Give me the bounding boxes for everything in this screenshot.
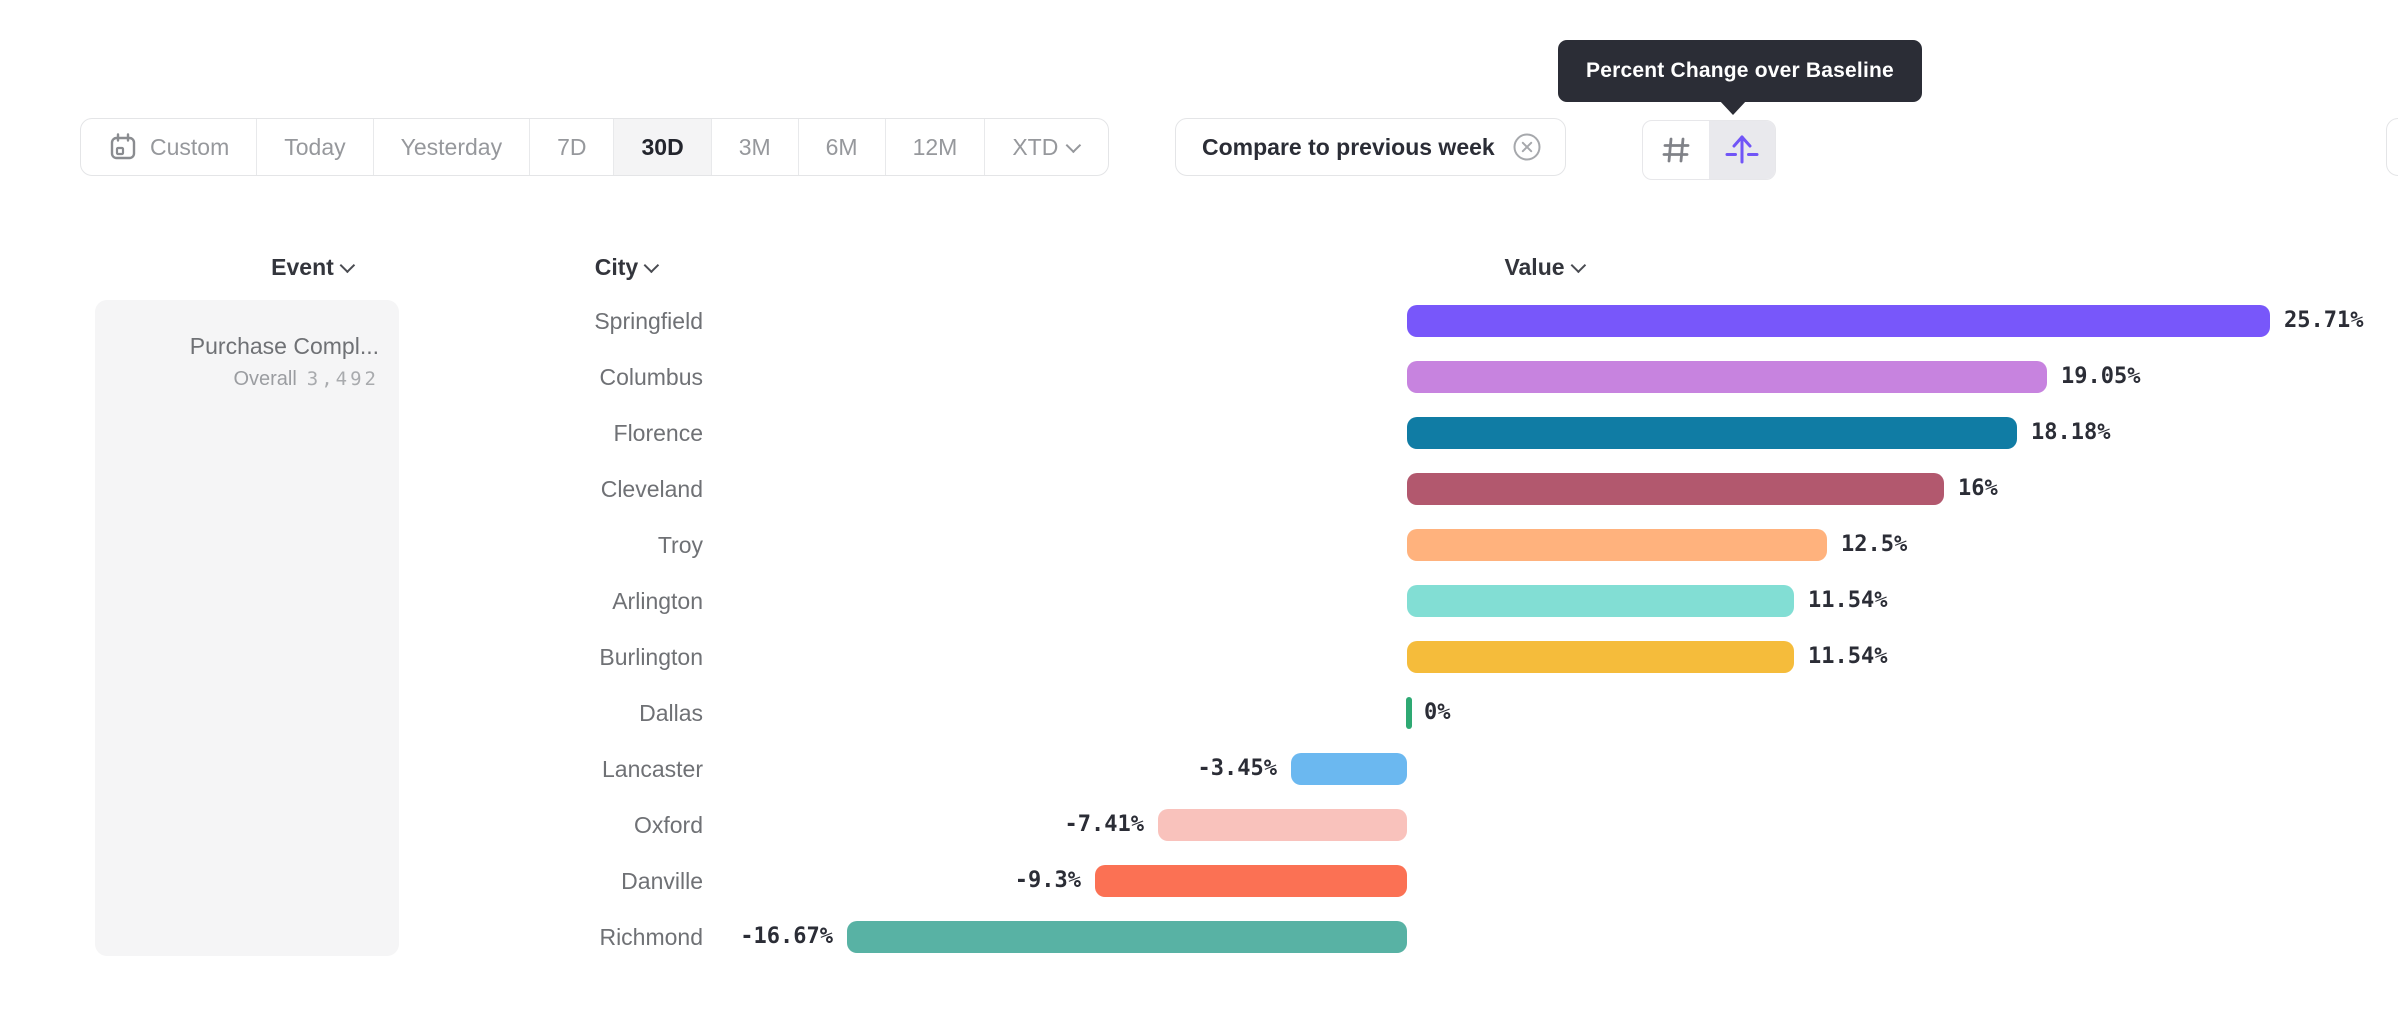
bar-florence[interactable] xyxy=(1407,417,2017,449)
value-label: 18.18% xyxy=(2031,420,2111,445)
event-name: Purchase Compl... xyxy=(189,333,379,359)
baseline-arrow-icon xyxy=(1723,131,1761,169)
city-label: Cleveland xyxy=(600,476,703,502)
value-label: 19.05% xyxy=(2061,364,2141,389)
value-label: 25.71% xyxy=(2284,308,2364,333)
chart-row-burlington: Burlington 11.54% xyxy=(0,641,2398,673)
city-label: Troy xyxy=(657,532,703,558)
column-header-city[interactable]: City xyxy=(547,248,707,286)
city-label: Danville xyxy=(621,868,703,894)
bar-troy[interactable] xyxy=(1407,529,1827,561)
date-range-7d[interactable]: 7D xyxy=(530,119,615,175)
value-label: 16% xyxy=(1958,476,1998,501)
date-range-3m[interactable]: 3M xyxy=(712,119,799,175)
bar-lancaster[interactable] xyxy=(1291,753,1407,785)
city-label: Florence xyxy=(613,420,703,446)
city-label: Lancaster xyxy=(601,756,703,782)
bar-columbus[interactable] xyxy=(1407,361,2047,393)
hash-icon xyxy=(1658,132,1694,168)
date-range-30d[interactable]: 30D xyxy=(614,119,712,175)
city-label: Burlington xyxy=(599,644,703,670)
city-label: Dallas xyxy=(639,700,703,726)
date-range-today[interactable]: Today xyxy=(257,119,374,175)
percent-change-toggle[interactable] xyxy=(1709,121,1775,179)
bar-burlington[interactable] xyxy=(1407,641,1794,673)
value-mode-toggle xyxy=(1642,120,1776,180)
bar-oxford[interactable] xyxy=(1158,809,1407,841)
bar-richmond[interactable] xyxy=(847,921,1407,953)
tooltip-arrow xyxy=(1719,100,1747,115)
remove-compare-icon[interactable] xyxy=(1511,131,1543,163)
date-range-toolbar: Custom Today Yesterday 7D 30D 3M 6M 12M … xyxy=(80,118,1110,176)
chart-row-lancaster: Lancaster -3.45% xyxy=(0,753,2398,785)
bar-cleveland[interactable] xyxy=(1407,473,1944,505)
overall-label: Overall xyxy=(233,368,297,390)
chart-row-arlington: Arlington 11.54% xyxy=(0,585,2398,617)
date-range-custom-label: Custom xyxy=(150,133,230,160)
value-label: -9.3% xyxy=(1014,868,1081,893)
bar-danville[interactable] xyxy=(1095,865,1407,897)
bar-dallas[interactable] xyxy=(1406,697,1412,729)
chart-row-florence: Florence 18.18% xyxy=(0,417,2398,449)
city-label: Richmond xyxy=(599,924,703,950)
compare-to-previous-week-button[interactable]: Compare to previous week xyxy=(1175,118,1566,176)
chart-row-springfield: Springfield 25.71% xyxy=(0,305,2398,337)
overall-count: 3,492 xyxy=(306,368,379,390)
tooltip-percent-change: Percent Change over Baseline xyxy=(1558,40,1922,102)
column-header-event[interactable]: Event xyxy=(233,248,393,286)
value-label: 11.54% xyxy=(1808,644,1888,669)
value-label: -7.41% xyxy=(1064,812,1144,837)
value-label: -16.67% xyxy=(740,924,833,949)
event-overall: Overall 3,492 xyxy=(107,368,379,391)
value-label: 0% xyxy=(1424,700,1451,725)
chart-row-dallas: Dallas 0% xyxy=(0,697,2398,729)
date-range-xtd[interactable]: XTD xyxy=(985,119,1108,175)
column-header-value[interactable]: Value xyxy=(1465,248,1625,286)
value-label: -3.45% xyxy=(1197,756,1277,781)
date-range-custom[interactable]: Custom xyxy=(81,119,258,175)
chart-row-oxford: Oxford -7.41% xyxy=(0,809,2398,841)
date-range-yesterday[interactable]: Yesterday xyxy=(374,119,531,175)
absolute-values-toggle[interactable] xyxy=(1643,121,1709,179)
chart-row-cleveland: Cleveland 16% xyxy=(0,473,2398,505)
value-label: 12.5% xyxy=(1841,532,1908,557)
calendar-icon xyxy=(108,132,138,162)
chart-row-richmond: Richmond -16.67% xyxy=(0,921,2398,953)
city-label: Arlington xyxy=(612,588,703,614)
date-range-6m[interactable]: 6M xyxy=(799,119,886,175)
city-label: Springfield xyxy=(594,308,703,334)
chart-row-troy: Troy 12.5% xyxy=(0,529,2398,561)
bar-springfield[interactable] xyxy=(1407,305,2270,337)
event-panel[interactable]: Purchase Compl... Overall 3,492 xyxy=(95,300,399,956)
chart-row-danville: Danville -9.3% xyxy=(0,865,2398,897)
chart-row-columbus: Columbus 19.05% xyxy=(0,361,2398,393)
compare-label: Compare to previous week xyxy=(1202,133,1495,160)
city-label: Oxford xyxy=(633,812,703,838)
value-label: 11.54% xyxy=(1808,588,1888,613)
city-label: Columbus xyxy=(599,364,703,390)
bar-arlington[interactable] xyxy=(1407,585,1794,617)
date-range-12m[interactable]: 12M xyxy=(886,119,986,175)
